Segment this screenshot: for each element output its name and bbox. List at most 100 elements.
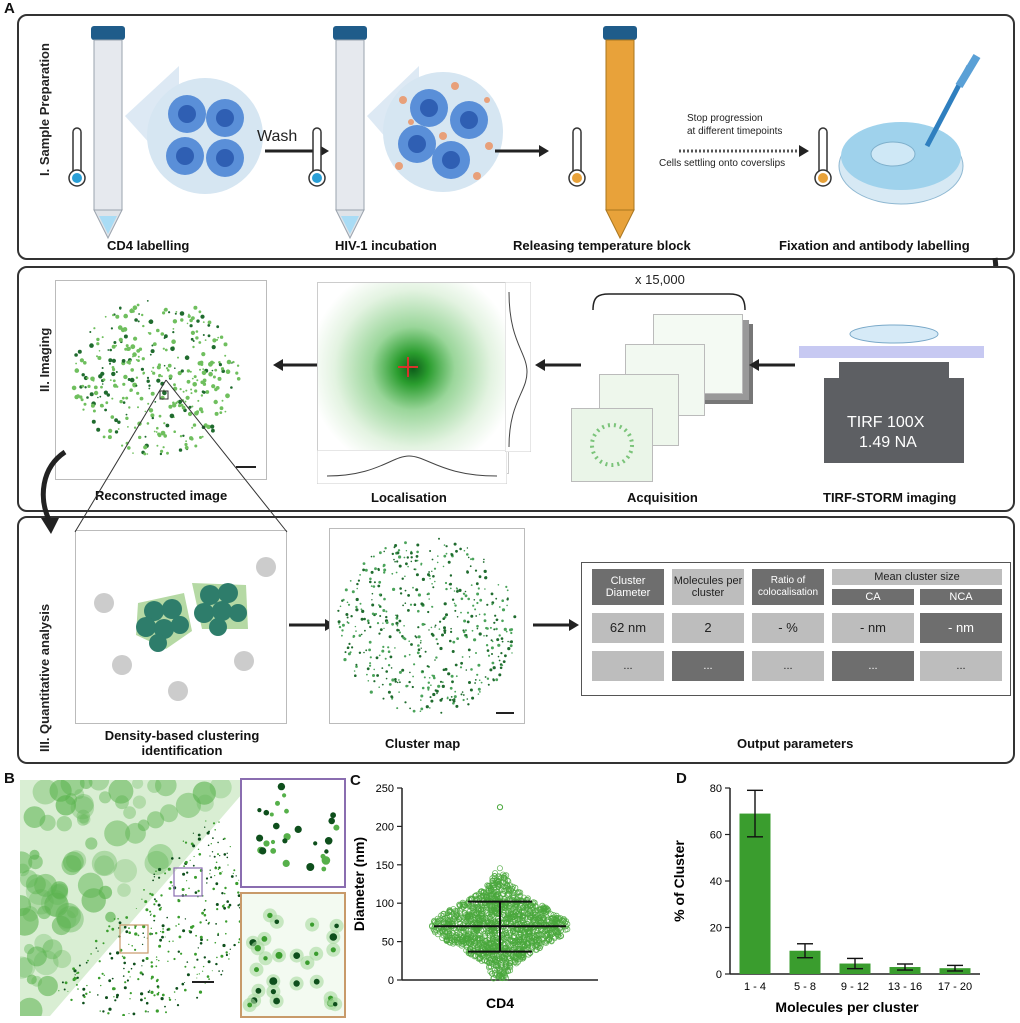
chart-c-point xyxy=(520,930,527,937)
chart-d-xlabel: Molecules per cluster xyxy=(775,999,919,1015)
chart-c-point xyxy=(440,910,447,917)
chart-cluster-diameter: 0 50 100 150 200 250 Diameter (nm) CD4 xyxy=(351,783,598,1011)
cell-row2-3: ... xyxy=(752,651,824,681)
panel-b-image xyxy=(20,780,242,1016)
chart-c-point xyxy=(495,876,502,883)
chart-c-point xyxy=(554,932,561,939)
chart-c-point xyxy=(529,943,536,950)
chart-c-point xyxy=(495,881,502,888)
chart-c-point xyxy=(513,956,520,963)
chart-c-point xyxy=(445,916,452,923)
chart-c-point xyxy=(491,942,498,949)
chart-c-point xyxy=(538,939,545,946)
chart-c-point xyxy=(434,915,441,922)
chart-c-point xyxy=(544,936,551,943)
chart-c-point xyxy=(516,908,523,915)
chart-c-point xyxy=(450,906,457,913)
chart-d-xtick-label: 17 - 20 xyxy=(938,981,972,993)
chart-c-point xyxy=(484,943,491,950)
chart-c-point xyxy=(468,910,475,917)
caption-acquisition: Acquisition xyxy=(627,490,698,505)
cluster-map-image xyxy=(329,528,525,724)
settling-label: Cells settling onto coverslips xyxy=(659,158,786,169)
chart-c-point xyxy=(453,935,460,942)
chart-d-ytick-label: 20 xyxy=(710,923,722,935)
chart-c-point xyxy=(475,952,482,959)
chart-c-point xyxy=(491,909,498,916)
chart-c-point xyxy=(479,910,486,917)
thermometer-icon-1 xyxy=(68,127,86,187)
chart-c-point xyxy=(490,975,497,982)
chart-c-point xyxy=(453,936,460,943)
cell-row2-2: ... xyxy=(672,651,744,681)
tube-icon-3 xyxy=(603,26,637,240)
subheader-ca: CA xyxy=(832,589,914,605)
acquisition-stack xyxy=(569,308,759,483)
chart-c-point xyxy=(529,903,536,910)
chart-c-point xyxy=(524,911,531,918)
chart-c-point xyxy=(501,904,508,911)
chart-d-ylabel: % of Cluster xyxy=(671,840,687,922)
chart-c-point xyxy=(520,944,527,951)
chart-c-point xyxy=(465,919,472,926)
chart-c-point xyxy=(512,909,519,916)
caption-fixation-antibody: Fixation and antibody labelling xyxy=(779,238,970,253)
chart-c-point xyxy=(470,908,477,915)
chart-c-point xyxy=(495,878,502,885)
chart-c-point xyxy=(513,921,520,928)
panel-b-inset-orange xyxy=(240,892,346,1018)
chart-c-point xyxy=(453,912,460,919)
chart-c-point xyxy=(515,912,522,919)
chart-c-point xyxy=(491,955,498,962)
chart-c-point xyxy=(509,905,516,912)
chart-c-point xyxy=(539,935,546,942)
chart-c-ytick-label: 150 xyxy=(376,860,394,872)
chart-c-point xyxy=(478,888,485,895)
chart-c-point xyxy=(501,927,508,934)
panel-letter-c: C xyxy=(350,772,361,789)
chart-c-point xyxy=(446,932,453,939)
chart-c-point xyxy=(431,919,438,926)
chart-c-ytick-label: 100 xyxy=(376,898,394,910)
chart-c-point xyxy=(548,931,555,938)
chart-c-point xyxy=(514,890,521,897)
caption-cd4-labelling: CD4 labelling xyxy=(107,238,190,253)
chart-c-point xyxy=(506,897,513,904)
cell-ratio-value: - % xyxy=(752,613,824,643)
chart-d-ytick-label: 60 xyxy=(710,830,722,842)
caption-localisation: Localisation xyxy=(371,490,447,505)
chart-c-point xyxy=(517,943,524,950)
chart-c-point xyxy=(545,917,552,924)
objective-lens-icon xyxy=(799,324,984,463)
chart-c-point xyxy=(489,911,496,918)
chart-c-ytick-label: 0 xyxy=(388,975,394,987)
chart-c-point xyxy=(507,960,514,967)
chart-c-point xyxy=(461,910,468,917)
objective-na: 1.49 NA xyxy=(859,434,917,451)
chart-d-xtick-label: 13 - 16 xyxy=(888,981,922,993)
subheader-nca: NCA xyxy=(920,589,1002,605)
sample-preparation-illustration xyxy=(68,26,981,240)
chart-c-point xyxy=(492,899,499,906)
chart-c-point xyxy=(489,878,496,885)
cluster-map-points xyxy=(337,537,517,714)
petri-dish-icon xyxy=(838,53,981,205)
stop-progression-label: Stop progression xyxy=(687,113,763,124)
localisation-y-profile xyxy=(505,282,531,452)
reconstructed-image xyxy=(55,280,267,480)
chart-c-point xyxy=(545,907,552,914)
chart-c-point xyxy=(456,907,463,914)
chart-c-point xyxy=(475,924,482,931)
frames-bracket-icon xyxy=(592,293,746,311)
panel-letter-d: D xyxy=(676,770,687,787)
chart-c-point xyxy=(498,963,505,970)
chart-c-ytick-label: 250 xyxy=(376,783,394,795)
cell-diameter-value: 62 nm xyxy=(592,613,664,643)
chart-c-point xyxy=(552,916,559,923)
arrow-icon xyxy=(533,619,579,631)
chart-c-point xyxy=(554,928,561,935)
caption-output-parameters: Output parameters xyxy=(737,736,854,751)
chart-c-point xyxy=(455,913,462,920)
chart-c-point xyxy=(447,908,454,915)
chart-c-point xyxy=(509,885,516,892)
